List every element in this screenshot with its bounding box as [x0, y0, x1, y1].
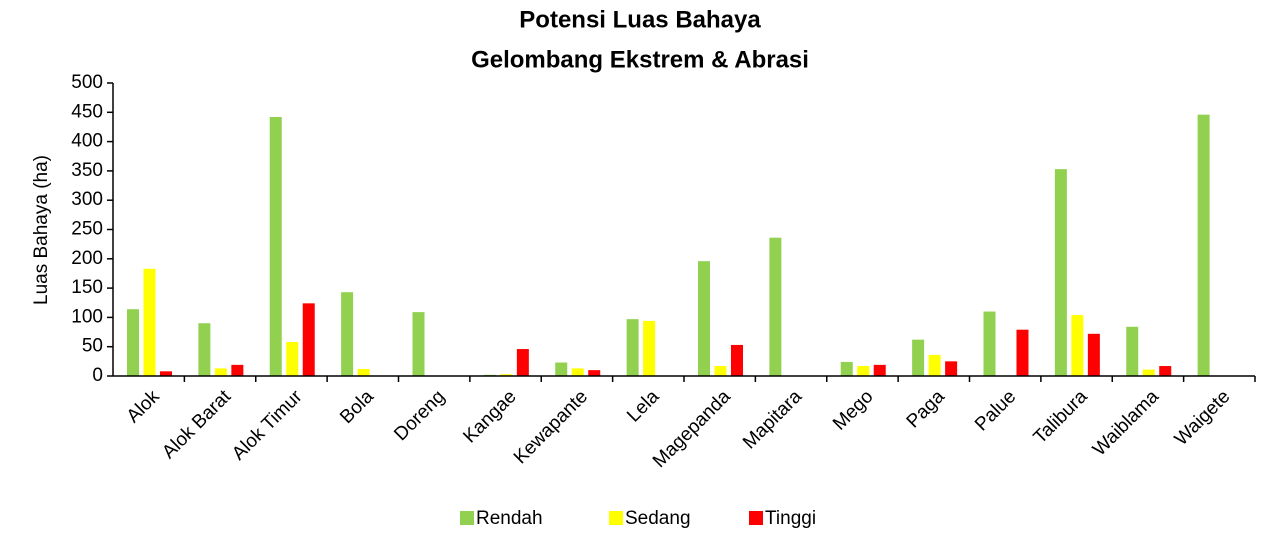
bar: [626, 319, 639, 376]
x-tick-label: Paga: [903, 386, 950, 433]
x-tick-label: Waiblama: [1089, 386, 1163, 460]
x-tick-label: Kangae: [459, 386, 520, 447]
legend-swatch: [749, 511, 763, 525]
chart-subtitle: Gelombang Ekstrem & Abrasi: [471, 46, 809, 73]
x-tick-label: Alok: [123, 386, 164, 427]
x-tick-label: Kewapante: [510, 386, 592, 468]
bar: [126, 309, 139, 376]
bar: [912, 339, 925, 376]
x-tick-label: Magepanda: [649, 386, 735, 472]
x-tick-label: Lela: [623, 386, 664, 427]
y-tick-label: 500: [71, 72, 103, 93]
chart-title: Potensi Luas Bahaya: [519, 6, 761, 33]
bar: [588, 370, 601, 376]
bar: [1016, 329, 1029, 376]
x-tick-label: Alok Barat: [158, 386, 235, 463]
bar: [714, 366, 727, 376]
y-tick-label: 150: [71, 277, 103, 298]
legend-label: Rendah: [476, 508, 543, 529]
bar: [286, 342, 299, 376]
y-tick-label: 350: [71, 160, 103, 181]
bar: [945, 361, 958, 376]
y-tick-label: 200: [71, 248, 103, 269]
bar: [730, 344, 743, 376]
bar: [516, 349, 529, 376]
legend-swatch: [609, 511, 623, 525]
bar: [500, 374, 513, 376]
bar: [214, 368, 227, 376]
x-tick-label: Talibura: [1030, 386, 1092, 448]
bar: [1159, 366, 1172, 376]
bar: [769, 237, 782, 376]
bar: [1142, 369, 1155, 376]
x-tick-label: Mapitara: [739, 386, 806, 453]
bar: [357, 368, 370, 376]
x-tick-label: Alok Timur: [228, 386, 307, 465]
bar: [1126, 326, 1139, 376]
y-tick-label: 50: [82, 336, 103, 357]
bar: [302, 303, 315, 376]
bar: [1054, 169, 1067, 376]
bar: [159, 371, 172, 376]
x-tick-label: Mego: [829, 386, 877, 434]
bar: [231, 364, 244, 376]
legend-label: Sedang: [625, 508, 691, 529]
y-tick-label: 250: [71, 219, 103, 240]
bar: [928, 354, 941, 376]
x-tick-label: Bola: [336, 386, 378, 428]
y-tick-label: 450: [71, 101, 103, 122]
y-tick-label: 300: [71, 189, 103, 210]
bar: [873, 364, 886, 376]
legend-label: Tinggi: [765, 508, 816, 529]
bar: [1197, 114, 1210, 377]
x-tick-label: Waigete: [1171, 386, 1235, 450]
y-tick-label: 100: [71, 306, 103, 327]
y-tick-label: 400: [71, 131, 103, 152]
bar: [840, 361, 853, 376]
x-tick-label: Palue: [971, 386, 1020, 435]
bar: [983, 311, 996, 376]
bar: [697, 261, 710, 376]
x-tick-label: Doreng: [390, 386, 449, 445]
bar: [269, 116, 282, 376]
bar: [571, 368, 584, 376]
bar: [857, 366, 870, 376]
bar: [1071, 315, 1084, 376]
bar: [412, 312, 425, 376]
bar: [555, 362, 568, 376]
bar: [643, 320, 656, 376]
bar: [341, 292, 354, 376]
bar: [143, 268, 156, 376]
y-axis-label: Luas Bahaya (ha): [31, 155, 52, 305]
bar: [198, 323, 211, 376]
y-tick-label: 0: [92, 365, 103, 386]
legend-swatch: [460, 511, 474, 525]
bar: [1087, 333, 1100, 376]
